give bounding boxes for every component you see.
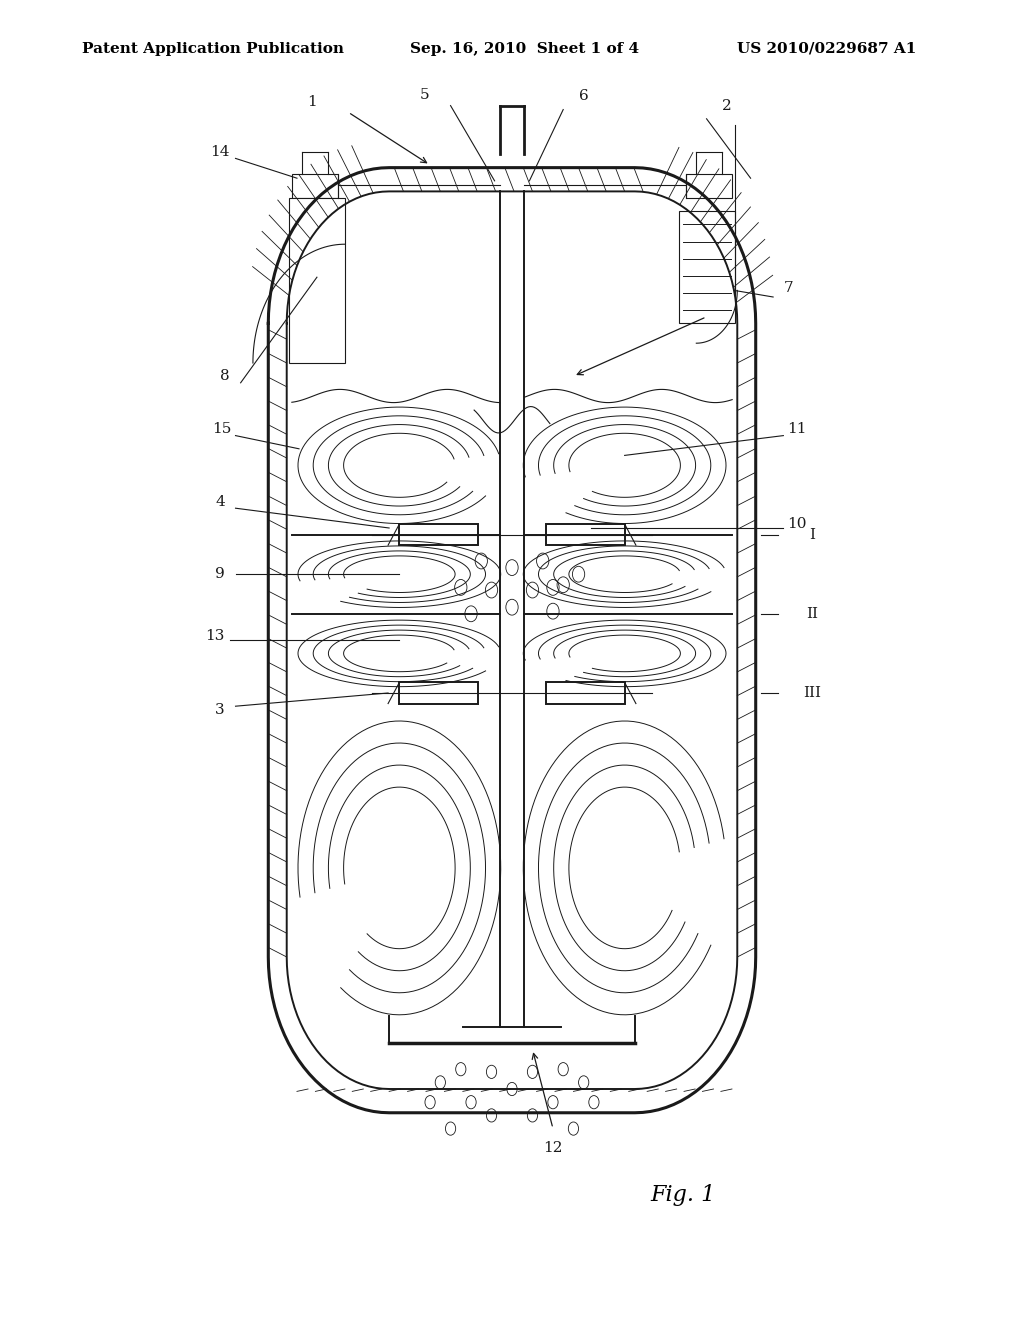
Text: II: II bbox=[806, 607, 818, 620]
Bar bbox=[399, 524, 478, 545]
Text: I: I bbox=[809, 528, 815, 541]
Text: 8: 8 bbox=[220, 370, 230, 383]
Text: 5: 5 bbox=[420, 88, 430, 102]
Bar bbox=[679, 211, 735, 323]
Text: Fig. 1: Fig. 1 bbox=[650, 1184, 716, 1205]
Text: US 2010/0229687 A1: US 2010/0229687 A1 bbox=[737, 42, 916, 55]
Text: 3: 3 bbox=[215, 704, 225, 717]
Text: 11: 11 bbox=[786, 422, 807, 436]
Text: Patent Application Publication: Patent Application Publication bbox=[82, 42, 344, 55]
Text: 15: 15 bbox=[213, 422, 231, 436]
Bar bbox=[399, 682, 478, 704]
Text: 9: 9 bbox=[215, 568, 225, 581]
Text: 4: 4 bbox=[215, 495, 225, 508]
Text: 14: 14 bbox=[210, 145, 230, 158]
Text: 6: 6 bbox=[579, 90, 589, 103]
Bar bbox=[546, 682, 625, 704]
Text: 1: 1 bbox=[307, 95, 317, 108]
Text: 7: 7 bbox=[783, 281, 794, 294]
Text: 13: 13 bbox=[206, 630, 224, 643]
Bar bbox=[292, 174, 338, 198]
Bar bbox=[546, 524, 625, 545]
Text: 10: 10 bbox=[786, 517, 807, 531]
Text: Sep. 16, 2010  Sheet 1 of 4: Sep. 16, 2010 Sheet 1 of 4 bbox=[410, 42, 639, 55]
Text: 2: 2 bbox=[722, 99, 732, 112]
Bar bbox=[686, 174, 732, 198]
Bar bbox=[289, 198, 345, 363]
Text: III: III bbox=[803, 686, 821, 700]
Text: 12: 12 bbox=[543, 1142, 563, 1155]
